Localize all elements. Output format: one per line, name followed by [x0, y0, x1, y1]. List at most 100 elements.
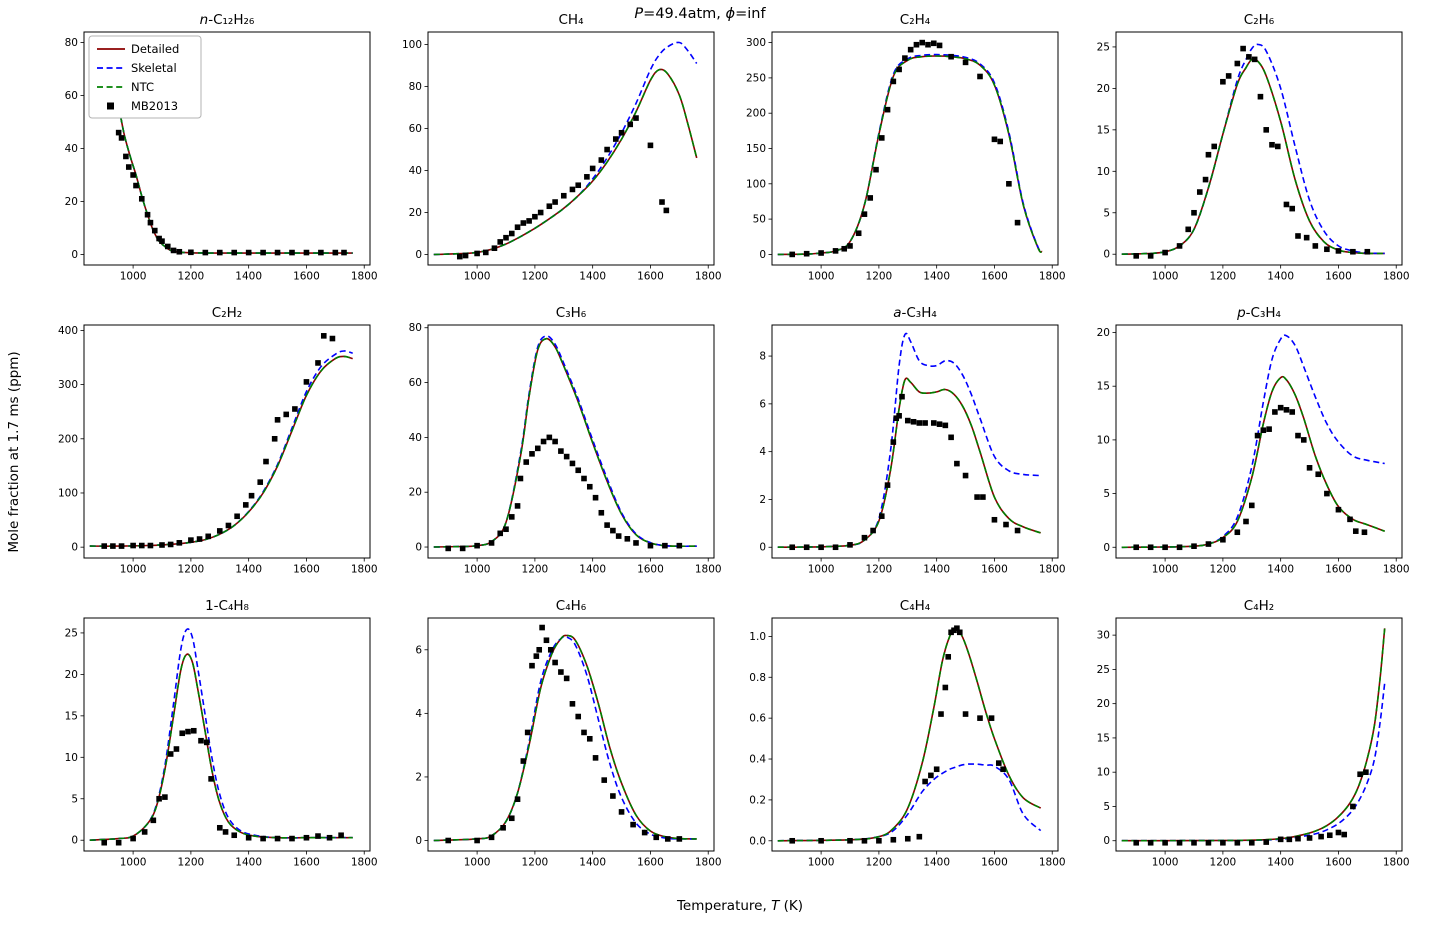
svg-text:400: 400 — [58, 325, 78, 337]
c3h6-chart: 1000 1200 1400 1600 1800 0 20 40 60 80 C₃H₆ — [409, 305, 722, 576]
svg-text:1800: 1800 — [351, 564, 378, 576]
svg-text:2: 2 — [415, 771, 422, 783]
svg-text:20: 20 — [65, 196, 78, 208]
svg-text:1000: 1000 — [1152, 564, 1179, 576]
svg-text:80: 80 — [409, 322, 422, 334]
svg-text:1200: 1200 — [178, 857, 205, 869]
c4h6-chart: 1000 1200 1400 1600 1800 0 2 4 6 C₄H₆ — [415, 598, 721, 869]
svg-text:0: 0 — [415, 542, 422, 554]
svg-text:5: 5 — [1103, 207, 1110, 219]
svg-text:150: 150 — [746, 143, 766, 155]
subplot-a-c3h4: 1000 1200 1400 1600 1800 0 2 4 6 8 a-C₃H₄ — [724, 299, 1068, 592]
svg-text:1200: 1200 — [178, 564, 205, 576]
svg-text:1200: 1200 — [1210, 857, 1237, 869]
subplot-c4h2: 1000 1200 1400 1600 1800 0 5 10 15 20 25 30 C₄H₂ — [1068, 592, 1412, 885]
svg-text:1400: 1400 — [235, 564, 262, 576]
c2h6-chart: 1000 1200 1400 1600 1800 0 5 10 15 20 25 C₂H₆ — [1097, 12, 1410, 283]
svg-text:Detailed: Detailed — [131, 42, 179, 56]
svg-text:0: 0 — [1103, 835, 1110, 847]
svg-text:a-C₃H₄: a-C₃H₄ — [893, 305, 937, 321]
svg-text:1800: 1800 — [1039, 564, 1066, 576]
suptitle-pressure-value: =49.4atm, — [643, 6, 726, 22]
svg-text:15: 15 — [1097, 732, 1110, 744]
x-axis-label: Temperature, T (K) — [677, 898, 803, 914]
svg-text:1200: 1200 — [866, 857, 893, 869]
svg-text:30: 30 — [1097, 630, 1110, 642]
svg-text:0: 0 — [759, 249, 766, 261]
c4h4-chart: 1000 1200 1400 1600 1800 0.0 0.2 0.4 0.6 0.8 1.0 C₄… — [749, 598, 1066, 869]
svg-text:80: 80 — [409, 81, 422, 93]
svg-text:C₃H₆: C₃H₆ — [556, 305, 586, 321]
svg-text:1200: 1200 — [1210, 271, 1237, 283]
svg-text:C₂H₆: C₂H₆ — [1244, 12, 1274, 28]
svg-text:0.0: 0.0 — [749, 835, 766, 847]
subplot-grid: 1000 1200 1400 1600 1800 0 20 40 60 80 n-C₁₂H₂₆ Det… — [36, 6, 1412, 885]
suptitle-phi-symbol: ϕ — [725, 6, 736, 22]
svg-text:1600: 1600 — [981, 271, 1008, 283]
svg-text:1600: 1600 — [981, 857, 1008, 869]
svg-text:8: 8 — [759, 351, 766, 363]
svg-text:1200: 1200 — [522, 564, 549, 576]
svg-text:1000: 1000 — [808, 564, 835, 576]
svg-text:1200: 1200 — [866, 271, 893, 283]
svg-text:15: 15 — [65, 710, 78, 722]
svg-text:60: 60 — [409, 123, 422, 135]
svg-text:0.2: 0.2 — [749, 794, 766, 806]
svg-text:1800: 1800 — [1039, 271, 1066, 283]
svg-text:5: 5 — [71, 793, 78, 805]
svg-text:1400: 1400 — [923, 564, 950, 576]
svg-text:10: 10 — [65, 752, 78, 764]
svg-text:1400: 1400 — [579, 857, 606, 869]
subplot-c4h4: 1000 1200 1400 1600 1800 0.0 0.2 0.4 0.6 0.8 1.0 C₄… — [724, 592, 1068, 885]
svg-text:1200: 1200 — [522, 271, 549, 283]
svg-text:0.8: 0.8 — [749, 672, 766, 684]
svg-text:6: 6 — [415, 644, 422, 656]
svg-text:n-C₁₂H₂₆: n-C₁₂H₂₆ — [200, 12, 255, 28]
svg-text:200: 200 — [746, 108, 766, 120]
svg-text:C₂H₂: C₂H₂ — [212, 305, 242, 321]
svg-text:1000: 1000 — [464, 564, 491, 576]
svg-text:1400: 1400 — [235, 271, 262, 283]
svg-text:100: 100 — [746, 178, 766, 190]
svg-text:6: 6 — [759, 398, 766, 410]
svg-text:1600: 1600 — [293, 564, 320, 576]
svg-text:1000: 1000 — [464, 271, 491, 283]
svg-text:1.0: 1.0 — [749, 631, 766, 643]
svg-text:1000: 1000 — [808, 271, 835, 283]
svg-text:25: 25 — [1097, 41, 1110, 53]
subplot-p-c3h4: 1000 1200 1400 1600 1800 0 5 10 15 20 p-C₃H₄ — [1068, 299, 1412, 592]
1-c4h8-chart: 1000 1200 1400 1600 1800 0 5 10 15 20 25 1-C₄H₈ — [65, 598, 378, 869]
svg-text:1600: 1600 — [637, 564, 664, 576]
svg-text:1800: 1800 — [1039, 857, 1066, 869]
svg-text:1600: 1600 — [1325, 857, 1352, 869]
svg-text:1400: 1400 — [1267, 564, 1294, 576]
svg-text:1600: 1600 — [637, 857, 664, 869]
xlabel-post: (K) — [779, 898, 804, 914]
svg-text:0.4: 0.4 — [749, 754, 766, 766]
subplot-c4h6: 1000 1200 1400 1600 1800 0 2 4 6 C₄H₆ — [380, 592, 724, 885]
svg-text:0: 0 — [71, 542, 78, 554]
subplot-c2h6: 1000 1200 1400 1600 1800 0 5 10 15 20 25 C₂H₆ — [1068, 6, 1412, 299]
svg-text:5: 5 — [1103, 488, 1110, 500]
svg-text:0: 0 — [71, 835, 78, 847]
svg-text:1800: 1800 — [351, 271, 378, 283]
svg-text:40: 40 — [65, 143, 78, 155]
svg-text:CH₄: CH₄ — [559, 12, 584, 28]
svg-text:0.6: 0.6 — [749, 713, 766, 725]
svg-text:10: 10 — [1097, 767, 1110, 779]
svg-text:1000: 1000 — [464, 857, 491, 869]
svg-text:1600: 1600 — [1325, 271, 1352, 283]
svg-text:1800: 1800 — [1383, 271, 1410, 283]
svg-text:1400: 1400 — [1267, 271, 1294, 283]
svg-text:4: 4 — [415, 708, 422, 720]
c4h2-chart: 1000 1200 1400 1600 1800 0 5 10 15 20 25 30 C₄H₂ — [1097, 598, 1410, 869]
xlabel-symbol: T — [771, 898, 780, 914]
svg-text:1600: 1600 — [981, 564, 1008, 576]
svg-text:1400: 1400 — [1267, 857, 1294, 869]
svg-text:1800: 1800 — [695, 271, 722, 283]
c2h2-chart: 1000 1200 1400 1600 1800 0 100 200 300 400 C₂H₂ — [58, 305, 378, 576]
svg-text:1000: 1000 — [808, 857, 835, 869]
svg-text:300: 300 — [58, 379, 78, 391]
svg-text:1000: 1000 — [120, 857, 147, 869]
